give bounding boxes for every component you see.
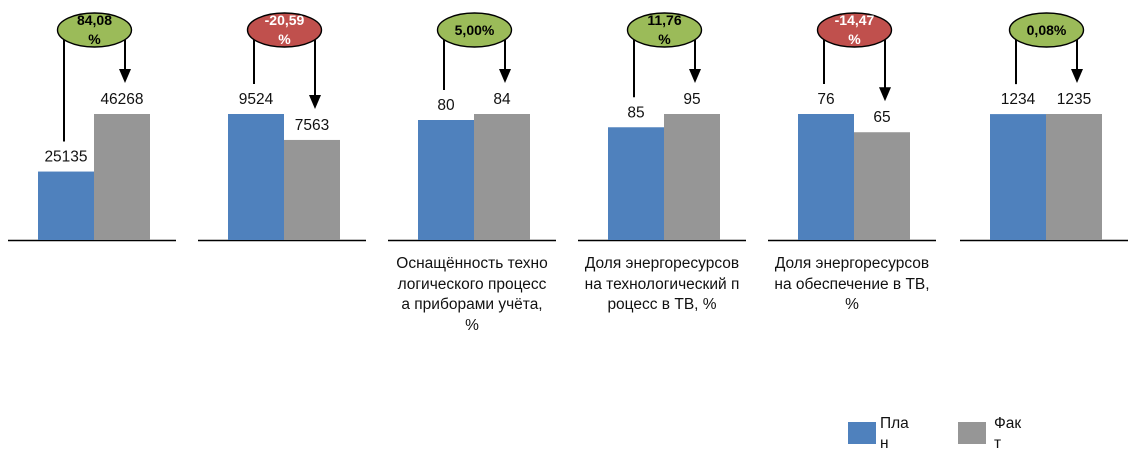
bar-plan-2 <box>228 114 284 240</box>
change-badge-1 <box>56 12 133 48</box>
change-text-1: 84,08% <box>77 12 112 47</box>
change-arrowhead-4 <box>689 69 701 83</box>
change-text-5: -14,47% <box>835 12 875 47</box>
value-label-plan-2: 9524 <box>239 91 274 108</box>
value-label-fact-2: 7563 <box>295 117 329 134</box>
value-label-plan-3: 80 <box>437 97 455 114</box>
legend-label-plan: План <box>880 415 909 452</box>
legend-swatch-fact <box>958 422 986 444</box>
bar-fact-2 <box>284 139 340 240</box>
change-text-4: 11,76% <box>647 12 681 47</box>
bar-fact-6 <box>1046 114 1102 240</box>
category-label-4: Доля энергоресурсов на технологический п… <box>584 255 740 313</box>
bar-plan-1 <box>38 171 94 240</box>
value-label-fact-6: 1235 <box>1057 91 1091 108</box>
change-arrowhead-1 <box>119 69 131 83</box>
bar-fact-5 <box>854 132 910 240</box>
change-arrowhead-3 <box>499 69 511 83</box>
value-label-plan-6: 1234 <box>1001 91 1036 108</box>
bar-plan-4 <box>608 127 664 240</box>
value-label-plan-4: 85 <box>627 104 644 121</box>
change-badge-2 <box>246 12 323 48</box>
change-badge-3 <box>436 12 513 48</box>
bar-fact-4 <box>664 114 720 240</box>
value-label-plan-1: 25135 <box>44 149 87 166</box>
change-connector-2 <box>253 39 316 96</box>
change-badge-5 <box>816 12 893 48</box>
bar-plan-5 <box>798 114 854 240</box>
bar-plan-3 <box>418 120 474 240</box>
change-arrowhead-2 <box>309 94 321 109</box>
change-badge-6 <box>1008 12 1085 48</box>
bar-fact-3 <box>474 114 530 240</box>
value-label-fact-4: 95 <box>683 91 700 108</box>
legend: План Факт <box>848 414 1108 454</box>
change-badge-4 <box>626 12 703 48</box>
change-connector-4 <box>633 39 696 98</box>
category-label-3: Оснащённость технологического процесса п… <box>396 255 548 334</box>
value-label-plan-5: 76 <box>817 91 834 108</box>
value-label-fact-3: 84 <box>493 91 511 108</box>
category-label-5: Доля энергоресурсов на обеспечение в ТВ,… <box>774 255 930 313</box>
change-text-2: -20,59% <box>265 12 305 47</box>
value-label-fact-5: 65 <box>873 109 890 126</box>
legend-swatch-plan <box>848 422 876 444</box>
legend-label-fact: Факт <box>994 415 1022 452</box>
bar-fact-1 <box>94 114 150 240</box>
change-arrowhead-5 <box>879 87 891 102</box>
change-text-3: 5,00% <box>455 22 495 38</box>
bar-plan-6 <box>990 114 1046 240</box>
value-label-fact-1: 46268 <box>100 91 143 108</box>
change-text-6: 0,08% <box>1027 22 1067 38</box>
change-arrowhead-6 <box>1071 69 1083 83</box>
